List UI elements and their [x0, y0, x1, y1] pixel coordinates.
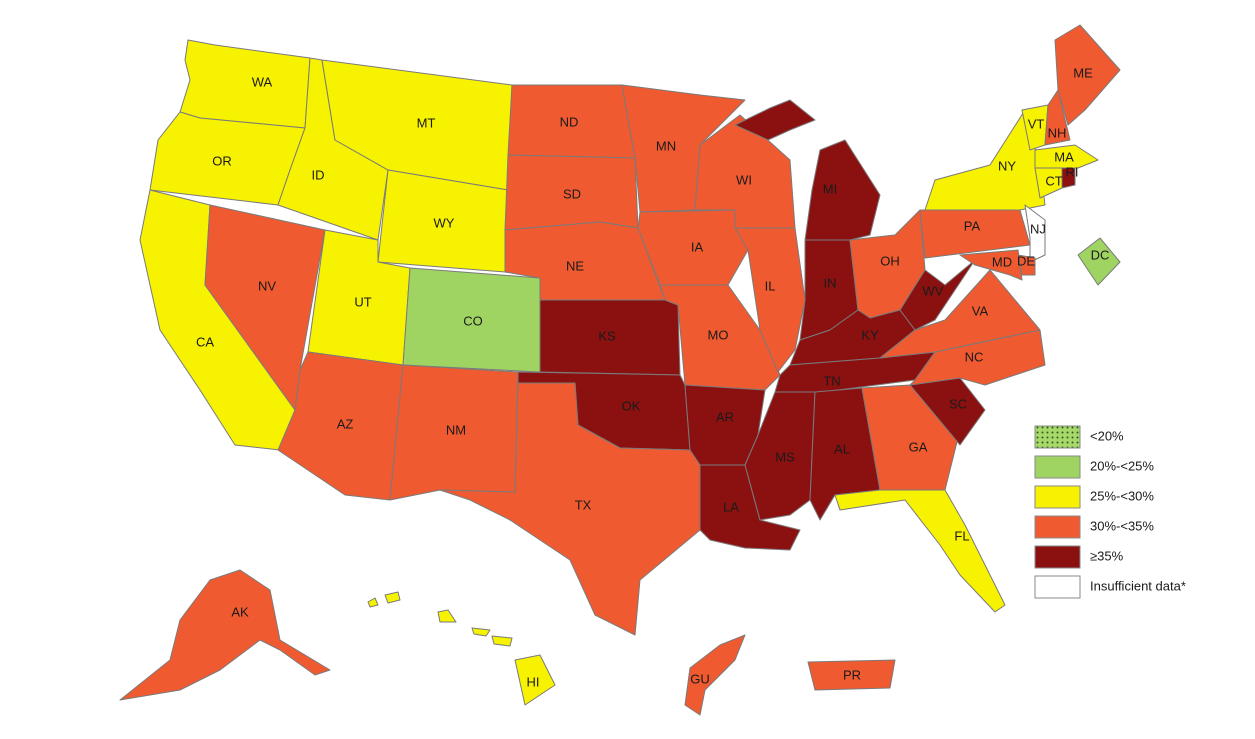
state-label: LA [723, 499, 739, 514]
state-shape [539, 299, 681, 376]
state-label: MN [656, 138, 676, 153]
state-label: AL [834, 441, 850, 456]
legend-pattern [1034, 425, 1081, 449]
state-label: IL [765, 278, 776, 293]
state-shape [734, 227, 806, 373]
state-shape [959, 249, 1023, 281]
state-shape [1054, 24, 1121, 126]
state-label: TX [575, 497, 592, 512]
legend-swatch [1034, 575, 1081, 599]
state-label: OR [212, 153, 232, 168]
state-label: HI [527, 674, 540, 689]
state-label: CT [1045, 173, 1062, 188]
state-label: NH [1048, 125, 1067, 140]
state-shape [834, 489, 1006, 613]
state-label: MA [1054, 149, 1074, 164]
state-label: TN [823, 373, 840, 388]
legend-swatch [1034, 545, 1081, 569]
state-shape [807, 659, 896, 691]
states [119, 24, 1121, 716]
state-label: NY [998, 158, 1016, 173]
legend: <20% 20%-<25% 25%-<30% 30%-<35% ≥35% Insuffic… [1034, 425, 1186, 599]
state-label: WI [736, 172, 752, 187]
state-label: WY [434, 215, 455, 230]
state-label: ND [560, 114, 579, 129]
state-label: MS [775, 449, 795, 464]
state-label: MO [708, 327, 729, 342]
state-shape [1077, 237, 1121, 286]
state-label: FL [954, 528, 969, 543]
state-label: VA [972, 303, 989, 318]
state-label: SD [563, 186, 581, 201]
legend-swatch [1034, 515, 1081, 539]
state-label: NC [965, 349, 984, 364]
legend-swatch [1034, 455, 1081, 479]
state-label: NE [566, 258, 584, 273]
state-shape [119, 569, 331, 701]
legend-swatch [1034, 485, 1081, 509]
state-label: ME [1073, 65, 1093, 80]
state-shape [1061, 167, 1076, 189]
state-label: OH [880, 253, 900, 268]
state-label: AK [231, 604, 249, 619]
state-label: PA [964, 218, 981, 233]
state-label: IN [824, 275, 837, 290]
state-label: KY [861, 327, 879, 342]
state-shape [179, 39, 311, 129]
state-label: IA [691, 239, 704, 254]
state-shape [744, 391, 816, 521]
state-shape [1044, 89, 1071, 146]
state-label: MT [417, 115, 436, 130]
state-labels: WA OR CA NV ID MT WY UT CO AZ NM ND SD NE KS OK TX MN IA MO… [196, 65, 1109, 689]
state-label: VT [1028, 116, 1045, 131]
state-shape [684, 634, 746, 716]
state-label: RI [1066, 164, 1079, 179]
legend-label: 20%-<25% [1090, 458, 1154, 473]
state-label: GA [909, 439, 928, 454]
state-label: MD [992, 254, 1012, 269]
state-label: PR [843, 667, 861, 682]
state-label: OK [622, 398, 641, 413]
legend-label: Insufficient data* [1090, 578, 1186, 593]
state-label: CA [196, 334, 214, 349]
state-shape [439, 382, 701, 636]
state-label: WV [923, 283, 944, 298]
state-label: NV [258, 278, 276, 293]
state-label: CO [463, 313, 483, 328]
state-shape [1034, 144, 1099, 169]
state-label: MI [823, 181, 837, 196]
legend-label: ≥35% [1090, 548, 1124, 563]
state-label: AR [716, 409, 734, 424]
legend-label: <20% [1090, 428, 1124, 443]
state-label: SC [949, 396, 967, 411]
state-label: NJ [1030, 221, 1046, 236]
state-label: WA [252, 74, 273, 89]
legend-label: 25%-<30% [1090, 488, 1154, 503]
state-shape [367, 591, 556, 706]
state-label: UT [354, 294, 371, 309]
state-label: DE [1017, 253, 1035, 268]
state-label: ID [312, 167, 325, 182]
state-label: KS [598, 328, 616, 343]
state-label: GU [690, 671, 710, 686]
legend-label: 30%-<35% [1090, 518, 1154, 533]
state-label: AZ [337, 416, 354, 431]
state-label: DC [1091, 247, 1110, 262]
state-shape [1024, 204, 1046, 263]
state-label: NM [446, 422, 466, 437]
